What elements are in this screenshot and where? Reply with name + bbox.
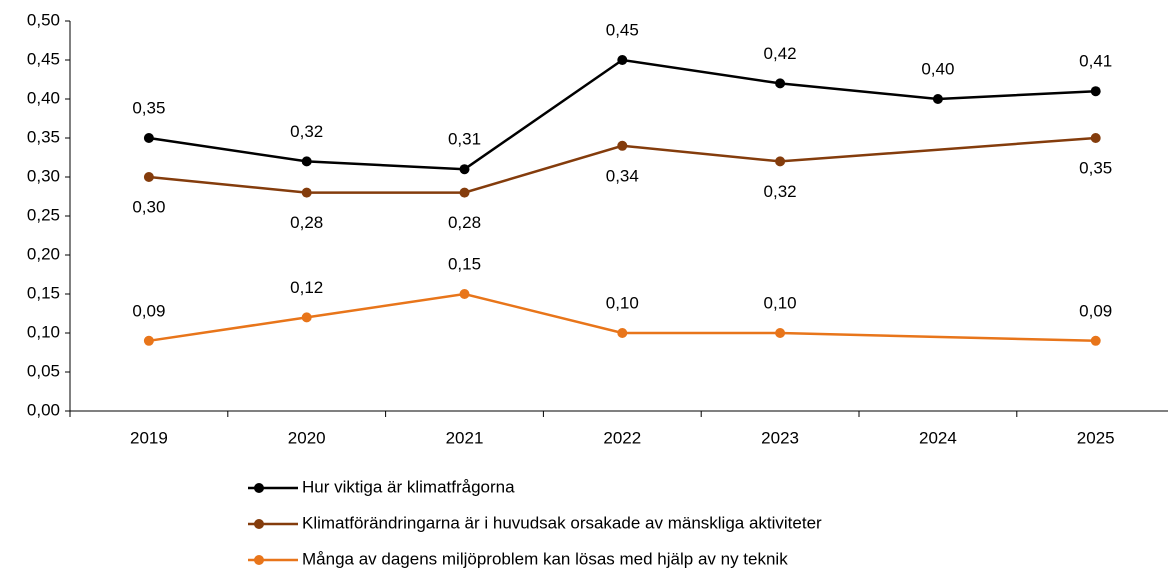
y-tick-label: 0,05 [27,361,60,380]
y-tick-label: 0,45 [27,49,60,68]
data-label: 0,28 [290,213,323,232]
data-label: 0,42 [764,44,797,63]
legend-label: Klimatförändringarna är i huvudsak orsak… [302,513,822,532]
y-tick-label: 0,40 [27,88,60,107]
data-point [459,164,470,175]
data-point [932,94,943,104]
data-point [459,289,470,299]
data-label: 0,45 [606,20,639,39]
data-point [143,172,154,182]
x-tick-label: 2020 [288,428,326,447]
data-label: 0,30 [132,197,165,216]
data-point [1090,133,1101,143]
y-tick-label: 0,30 [27,166,60,185]
y-tick-label: 0,15 [27,283,60,302]
data-point [1090,86,1101,97]
data-label: 0,09 [1079,301,1112,320]
y-tick-label: 0,10 [27,322,60,341]
x-tick-label: 2023 [761,428,799,447]
y-tick-label: 0,20 [27,244,60,263]
y-tick-label: 0,00 [27,400,60,419]
data-label: 0,34 [606,166,639,185]
data-label: 0,28 [448,213,481,232]
data-label: 0,35 [1079,158,1112,177]
data-label: 0,10 [606,293,639,312]
legend-marker [254,483,264,493]
data-label: 0,31 [448,130,481,149]
x-tick-label: 2022 [603,428,641,447]
data-point [775,78,786,89]
x-tick-label: 2021 [446,428,484,447]
data-point [617,140,628,151]
data-point [301,187,312,198]
y-tick-label: 0,25 [27,205,60,224]
data-label: 0,35 [132,98,165,117]
data-label: 0,12 [290,278,323,297]
data-point [301,312,312,323]
x-tick-label: 2019 [130,428,168,447]
data-label: 0,10 [764,293,797,312]
y-tick-label: 0,50 [27,10,60,29]
data-point [301,156,312,167]
data-point [775,328,786,338]
data-point [617,55,628,65]
data-label: 0,32 [290,122,323,141]
y-tick-label: 0,35 [27,127,60,146]
data-label: 0,32 [764,182,797,201]
legend-label: Hur viktiga är klimatfrågorna [302,477,515,496]
data-point [143,133,154,143]
data-point [1090,335,1101,346]
legend-marker [254,519,264,529]
data-point [459,187,470,198]
series-line [148,136,1096,194]
x-tick-label: 2025 [1077,428,1115,447]
data-point [775,156,786,167]
data-label: 0,15 [448,254,481,273]
x-tick-label: 2024 [919,428,957,447]
data-point [143,335,154,346]
data-label: 0,40 [921,59,954,78]
data-label: 0,09 [132,301,165,320]
data-label: 0,41 [1079,52,1112,71]
legend-label: Många av dagens miljöproblem kan lösas m… [302,549,788,568]
legend-marker [254,555,264,565]
series-line [148,292,1096,343]
data-point [617,328,628,338]
